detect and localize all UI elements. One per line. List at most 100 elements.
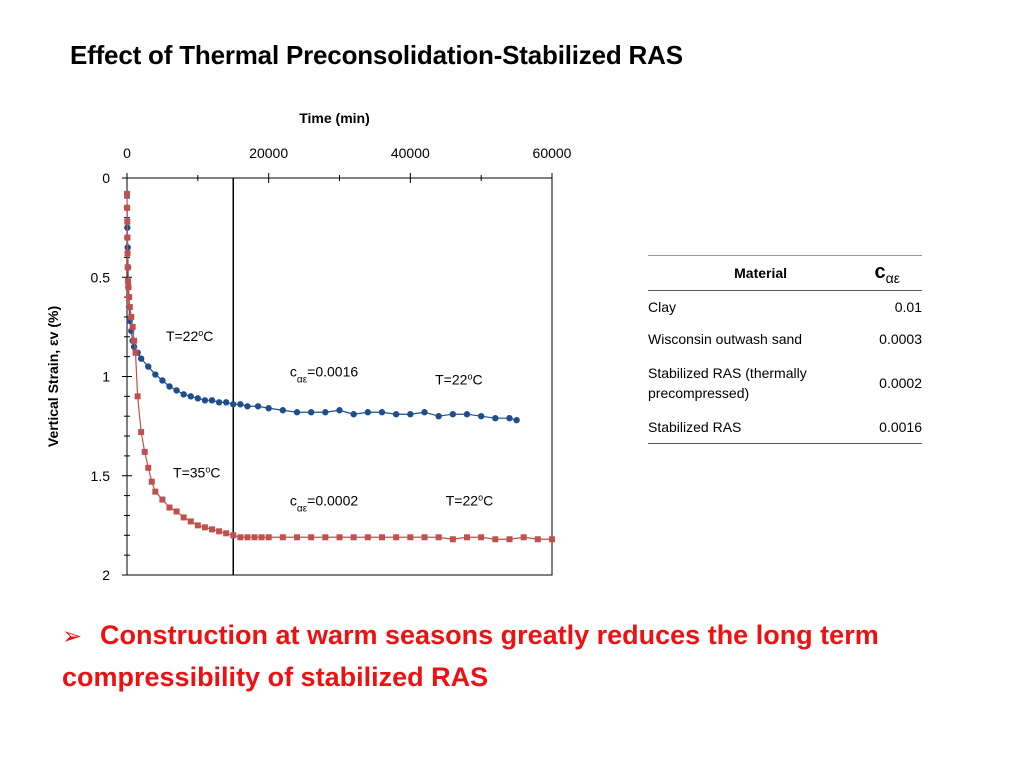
data-point: [180, 514, 187, 521]
strain-time-chart: 0 20000 40000 60000 Time (min) 0 0.5 1 1.5 2 Verti…: [45, 110, 572, 583]
data-point: [180, 391, 187, 398]
data-point: [230, 401, 237, 408]
data-point: [134, 393, 141, 400]
arrow-bullet-icon: ➢: [62, 623, 83, 650]
data-point: [208, 397, 216, 404]
header-coef-sub: αε: [885, 269, 900, 286]
series-line: [126, 207, 517, 421]
data-point: [148, 478, 155, 485]
data-point: [216, 528, 223, 535]
data-point: [407, 534, 414, 541]
data-point: [125, 278, 132, 285]
row-material: Wisconsin outwash sand: [648, 331, 803, 347]
data-point: [173, 508, 180, 515]
row-value: 0.0003: [879, 331, 922, 347]
data-point: [126, 304, 133, 311]
table-row: Wisconsin outwash sand 0.0003: [648, 323, 922, 355]
data-point: [506, 414, 513, 422]
data-point: [237, 534, 244, 541]
data-point: [293, 409, 301, 416]
data-point: [124, 190, 130, 197]
table-row: Clay 0.01: [648, 291, 922, 324]
data-point: [463, 411, 471, 418]
data-point: [187, 518, 194, 525]
data-point: [392, 411, 400, 418]
data-point: [435, 413, 442, 420]
data-point: [258, 534, 265, 541]
annotation-t22-bottom: T=22oC: [446, 493, 493, 509]
data-point: [126, 294, 133, 301]
data-point: [322, 409, 329, 416]
row-material: Stabilized RAS: [648, 419, 742, 435]
series-0: [123, 204, 520, 424]
data-point: [244, 534, 251, 541]
compression-ratio-table: Material cαε Clay 0.01 Wisconsin outwash…: [648, 255, 922, 444]
data-point: [435, 534, 442, 541]
x-tick-label: 20000: [249, 145, 288, 161]
data-point: [124, 264, 131, 271]
y-tick-label: 1.5: [91, 468, 111, 484]
data-point: [124, 250, 131, 257]
data-point: [187, 393, 194, 400]
conclusion-bullet: ➢ Construction at warm seasons greatly re…: [62, 615, 942, 697]
data-point: [201, 524, 208, 531]
data-point: [223, 530, 230, 537]
data-point: [364, 409, 372, 416]
data-point: [449, 536, 456, 543]
table-row: Stabilized RAS 0.0016: [648, 411, 922, 444]
row-value: 0.0002: [879, 375, 922, 391]
data-point: [130, 343, 138, 350]
data-point: [350, 534, 357, 541]
data-point: [124, 218, 131, 225]
data-point: [350, 411, 357, 418]
bullet-text: Construction at warm seasons greatly red…: [62, 620, 879, 692]
data-point: [125, 284, 132, 291]
series-1: [124, 190, 555, 543]
data-point: [194, 395, 202, 402]
data-point: [336, 407, 343, 414]
data-point: [308, 534, 315, 541]
row-value: 0.01: [894, 299, 922, 315]
series-layer: [123, 190, 555, 543]
x-axis-label: Time (min): [299, 110, 370, 126]
data-point: [129, 323, 136, 330]
data-point: [201, 397, 209, 404]
data-point: [506, 536, 513, 543]
data-point: [378, 409, 386, 416]
x-tick-label: 0: [123, 145, 131, 161]
x-tick-label: 60000: [533, 145, 572, 161]
header-coef-main: c: [874, 260, 886, 283]
data-point: [237, 401, 244, 408]
data-point: [145, 363, 152, 370]
header-coefficient: cαε: [873, 256, 922, 291]
data-point: [141, 448, 148, 455]
data-point: [159, 496, 166, 503]
data-point: [393, 534, 400, 541]
row-value: 0.0016: [879, 419, 922, 435]
data-point: [449, 411, 457, 418]
data-point: [166, 504, 173, 511]
data-point: [421, 534, 428, 541]
data-point: [166, 383, 173, 390]
data-point: [279, 407, 287, 414]
data-point: [322, 534, 329, 541]
data-point: [492, 414, 499, 422]
data-point: [194, 522, 201, 529]
data-point: [279, 534, 286, 541]
data-point: [520, 534, 527, 541]
axes-layer: 0 20000 40000 60000 Time (min) 0 0.5 1 1.5 2 Verti…: [45, 110, 572, 583]
data-point: [244, 403, 251, 410]
data-point: [152, 488, 159, 495]
data-point: [464, 534, 470, 541]
data-point: [137, 355, 145, 362]
header-material: Material: [734, 265, 788, 281]
y-axis-label: Vertical Strain, εv (%): [45, 306, 61, 447]
annotation-coef-bottom: cαε=0.0002: [290, 493, 358, 515]
data-point: [513, 416, 520, 424]
y-tick-label: 1: [102, 369, 110, 385]
data-point: [251, 534, 258, 541]
y-tick-label: 2: [102, 567, 110, 583]
table-header-row: Material cαε: [648, 255, 922, 291]
data-point: [294, 534, 300, 541]
annotation-t35-bottom: T=35oC: [173, 465, 220, 481]
